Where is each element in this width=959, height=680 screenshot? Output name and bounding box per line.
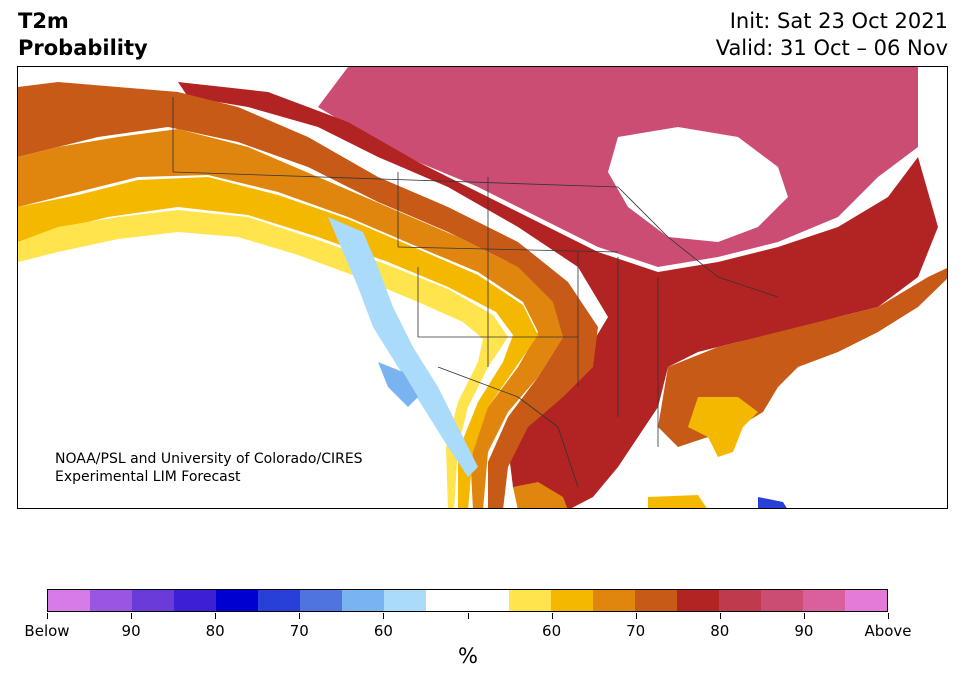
colorbar-tick [635,613,637,619]
colorbar-cell [551,590,594,611]
credit-line-1: NOAA/PSL and University of Colorado/CIRE… [55,451,363,467]
colorbar-tick-label: Above [864,622,912,640]
colorbar-cell [341,590,384,611]
colorbar [47,589,888,612]
colorbar-tick-label: Below [24,622,70,640]
credit-line-2: Experimental LIM Forecast [55,469,241,485]
region-above-55 [18,129,563,508]
colorbar-tick [719,613,721,619]
colorbar-tick-label: 60 [373,622,393,640]
colorbar-tick-label: 70 [626,622,646,640]
colorbar-tick [888,613,889,619]
colorbar-cell [48,590,90,611]
colorbar-tick [551,613,553,619]
probability-map: NOAA/PSL and University of Colorado/CIRE… [18,67,947,508]
region-below-70-caribbean [758,497,787,508]
region-florida [688,397,758,457]
map-panel: NOAA/PSL and University of Colorado/CIRE… [17,66,948,509]
colorbar-tick [131,613,133,619]
colorbar-tick [47,613,48,619]
colorbar-cell [467,590,510,611]
colorbar-unit: % [458,644,478,668]
colorbar-tick-label: 90 [794,622,814,640]
colorbar-cell [509,590,552,611]
region-above-70-canada [178,82,938,508]
region-cuba [648,495,707,508]
colorbar-tick-label: 80 [710,622,730,640]
init-date: Init: Sat 23 Oct 2021 [729,9,948,33]
colorbar-cell [425,590,468,611]
colorbar-tick [215,613,217,619]
colorbar-cell [173,590,216,611]
borders [172,97,779,488]
colorbar-tick [299,613,301,619]
colorbar-cell [845,590,888,611]
title-type: Probability [18,36,148,60]
colorbar-cell [215,590,258,611]
colorbar-tick-label: 90 [121,622,141,640]
valid-dates: Valid: 31 Oct – 06 Nov [715,36,948,60]
colorbar-cell [383,590,426,611]
colorbar-cell [635,590,678,611]
region-below-50-west [328,217,478,477]
colorbar-tick-label: 80 [205,622,225,640]
colorbar-tick-label: 70 [289,622,309,640]
forecast-dates: Init: Sat 23 Oct 2021 Valid: 31 Oct – 06… [716,8,948,62]
region-below-60-west [378,362,418,407]
region-above-60 [18,82,598,508]
colorbar-cell [299,590,342,611]
hudson-bay [608,127,788,242]
region-mexico [513,482,568,508]
colorbar-tick [467,613,469,619]
colorbar-cell [89,590,132,611]
region-above-45 [18,210,508,508]
colorbar-cell [761,590,804,611]
region-above-50 [18,177,538,508]
title-variable: T2m [18,9,69,33]
colorbar-cell [677,590,720,611]
colorbar-cell [257,590,300,611]
colorbar-cell [131,590,174,611]
colorbar-cell [593,590,636,611]
colorbar-cell [803,590,846,611]
credit-text: NOAA/PSL and University of Colorado/CIRE… [55,450,363,486]
colorbar-tick [383,613,385,619]
map-title: T2m Probability [18,8,148,62]
colorbar-tick-label: 60 [542,622,562,640]
colorbar-tick [803,613,805,619]
colorbar-cell [719,590,762,611]
